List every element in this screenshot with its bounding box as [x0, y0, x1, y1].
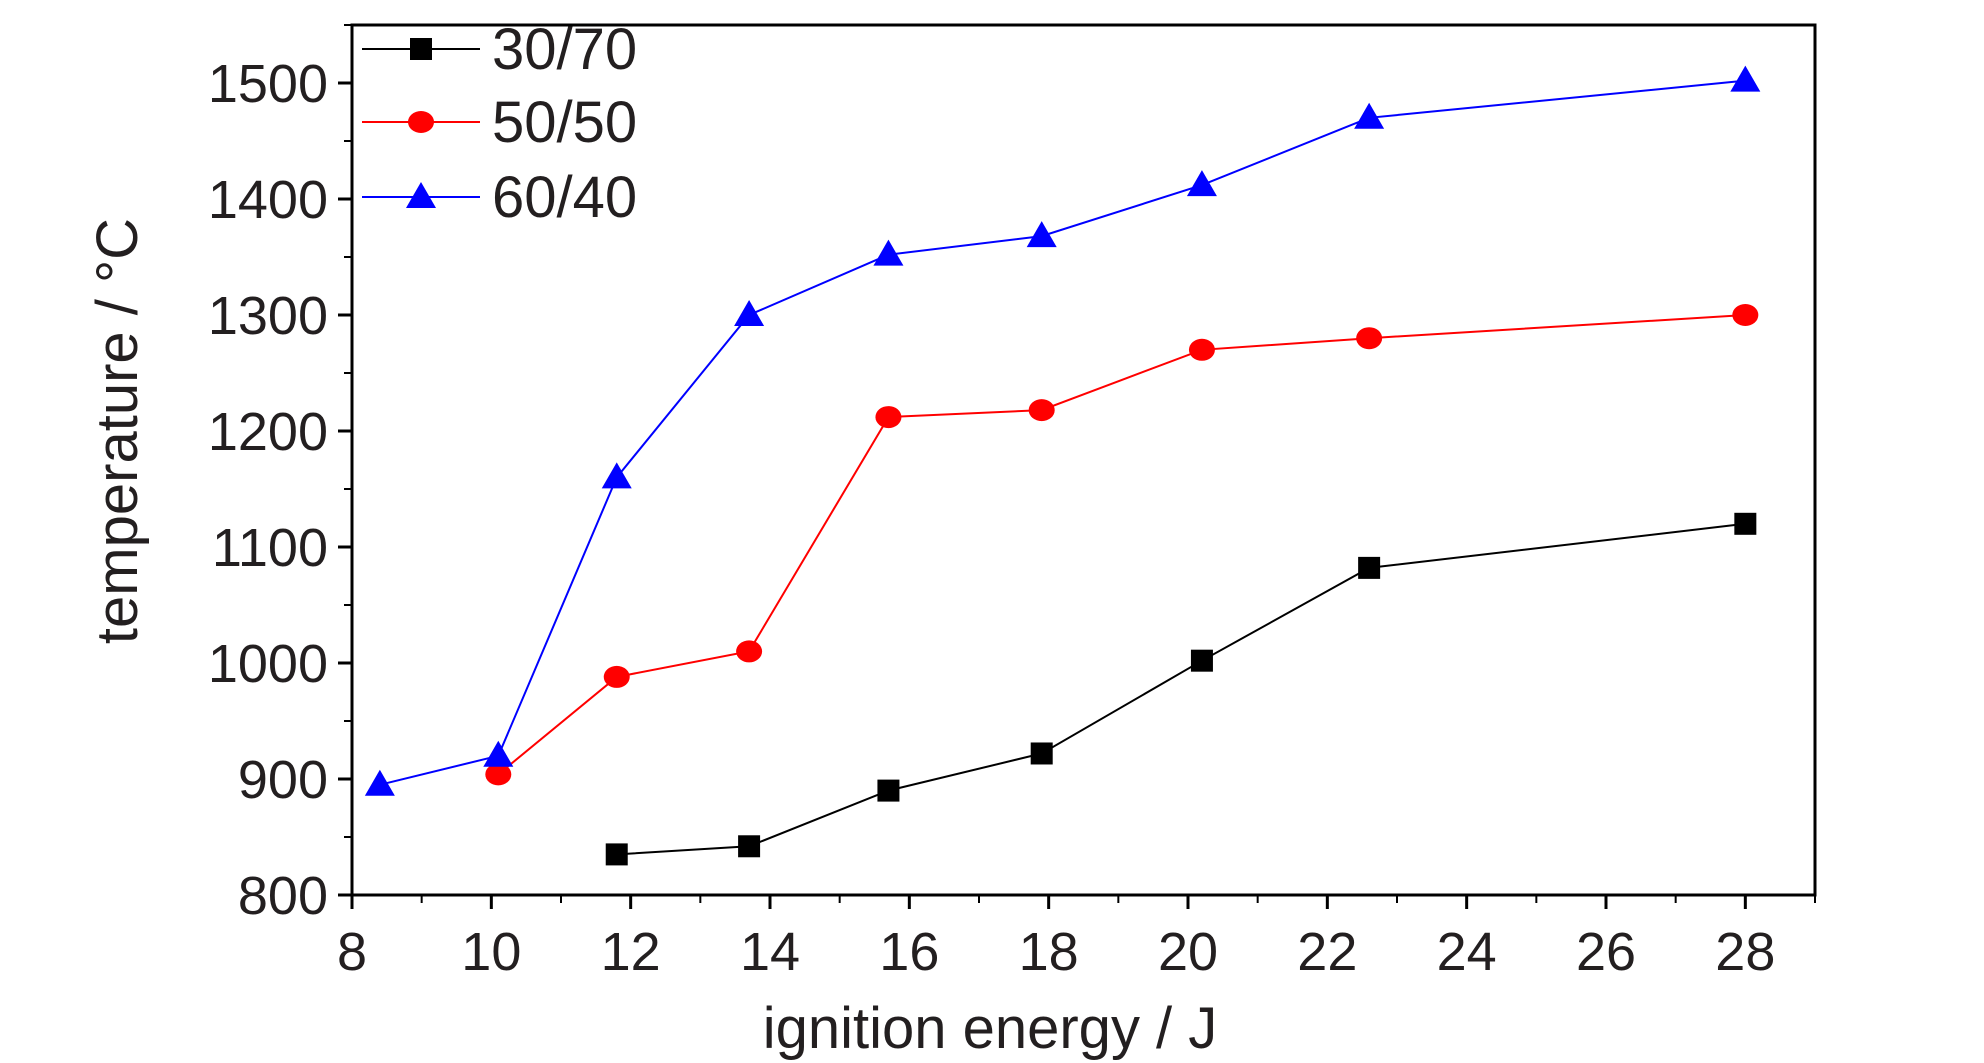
- data-point: [364, 769, 395, 796]
- plot-frame: [350, 23, 1817, 897]
- series-line: [497, 314, 1746, 776]
- data-point: [1730, 65, 1761, 92]
- data-point: [605, 843, 628, 866]
- data-point: [1732, 304, 1759, 326]
- x-tick-label: 20: [1158, 922, 1218, 982]
- data-point: [1186, 170, 1217, 197]
- y-tick-label: 1200: [208, 402, 328, 462]
- data-point: [736, 640, 763, 663]
- legend: 30/70 50/50 60/40: [362, 17, 637, 230]
- x-axis-ticks: 8 10 12 14 16 18 20 22 24 26 28: [337, 895, 1816, 982]
- legend-entry: 30/70: [362, 17, 637, 82]
- data-point: [1354, 102, 1385, 129]
- series-line: [616, 522, 1746, 856]
- x-axis-title: ignition energy / J: [763, 996, 1218, 1061]
- legend-entry: 50/50: [362, 90, 637, 155]
- x-tick-label: 22: [1297, 922, 1357, 982]
- y-tick-label: 1500: [208, 54, 328, 114]
- series-50-50: [485, 304, 1759, 786]
- data-point: [1028, 399, 1055, 422]
- data-point: [1358, 556, 1381, 579]
- x-tick-label: 14: [740, 922, 800, 982]
- y-tick-label: 1000: [208, 634, 328, 694]
- data-point: [601, 462, 632, 489]
- data-point: [1190, 649, 1213, 672]
- x-tick-label: 18: [1019, 922, 1079, 982]
- x-tick-label: 12: [601, 922, 661, 982]
- x-tick-label: 16: [879, 922, 939, 982]
- legend-marker: [408, 111, 434, 133]
- x-tick-label: 8: [337, 922, 367, 982]
- data-point: [603, 665, 630, 688]
- data-point: [734, 300, 765, 326]
- plot-border: [350, 23, 1817, 897]
- legend-label: 60/40: [492, 165, 637, 230]
- data-point: [1188, 338, 1215, 361]
- data-point: [1026, 221, 1057, 248]
- y-tick-label: 800: [238, 866, 328, 926]
- x-tick-label: 10: [461, 922, 521, 982]
- legend-entry: 60/40: [362, 165, 637, 230]
- x-tick-label: 28: [1715, 922, 1775, 982]
- x-tick-label: 24: [1437, 922, 1497, 982]
- y-axis-ticks: 800 900 1000 1100 1200 1300 1400 1500: [208, 24, 352, 926]
- legend-label: 50/50: [492, 90, 637, 155]
- data-point: [875, 406, 902, 429]
- data-point: [483, 740, 514, 767]
- data-point: [1356, 327, 1383, 350]
- series-layer: [364, 65, 1761, 866]
- y-tick-label: 1400: [208, 170, 328, 230]
- y-tick-label: 1300: [208, 286, 328, 346]
- y-tick-label: 900: [238, 750, 328, 810]
- data-point: [738, 835, 761, 858]
- x-tick-label: 26: [1576, 922, 1636, 982]
- legend-label: 30/70: [492, 17, 637, 82]
- series-30-70: [605, 512, 1757, 866]
- data-point: [485, 763, 512, 786]
- y-axis-title: temperature / °C: [85, 218, 150, 644]
- data-point: [877, 779, 900, 802]
- data-point: [873, 239, 904, 266]
- legend-marker: [410, 38, 432, 60]
- legend-marker: [406, 182, 436, 208]
- y-tick-label: 1100: [212, 518, 328, 578]
- data-point: [1030, 742, 1053, 765]
- data-point: [1734, 512, 1757, 535]
- series-60-40: [364, 65, 1761, 796]
